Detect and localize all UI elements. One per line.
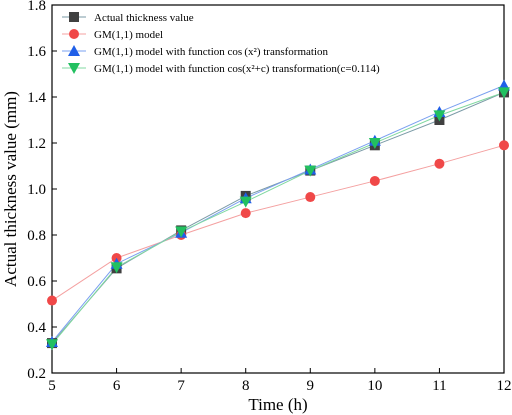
- x-tick-label: 10: [367, 378, 382, 394]
- legend-marker: [68, 45, 80, 56]
- legend-label: GM(1,1) model with function cos (x²) tra…: [94, 46, 329, 58]
- data-point: [305, 192, 316, 203]
- data-point: [175, 226, 188, 238]
- series-line-4: [51, 91, 505, 345]
- y-tick-label: 0.4: [27, 320, 46, 336]
- data-point: [498, 87, 510, 99]
- axis-ticks: 5 6 7 8 9 10 11 12 0.2 0.4 0.6 0.8 1.0 1.2 1.4 1.6 1.8: [27, 0, 511, 394]
- legend-marker: [69, 29, 79, 39]
- legend-label: Actual thickness value: [94, 12, 194, 24]
- series-line-3: [51, 85, 505, 343]
- data-point: [240, 208, 251, 219]
- y-tick-label: 1.8: [27, 0, 46, 14]
- legend-label: GM(1,1) model: [94, 29, 163, 41]
- x-tick-label: 11: [432, 378, 446, 394]
- y-tick-label: 0.6: [27, 274, 46, 290]
- series-line-2: [51, 144, 505, 301]
- series-lines: [51, 85, 505, 345]
- data-point: [499, 140, 509, 151]
- x-tick-label: 7: [177, 378, 185, 394]
- x-tick-label: 5: [48, 378, 56, 394]
- data-point: [433, 110, 446, 122]
- y-tick-label: 1.6: [27, 44, 46, 60]
- y-tick-label: 0.8: [27, 228, 46, 244]
- x-tick-label: 12: [497, 378, 512, 394]
- x-axis-title: Time (h): [248, 395, 307, 414]
- data-point: [46, 339, 58, 351]
- y-tick-label: 0.2: [27, 366, 46, 382]
- data-point: [369, 175, 380, 186]
- x-tick-label: 9: [307, 378, 315, 394]
- x-tick-label: 6: [113, 378, 121, 394]
- legend: Actual thickness value GM(1,1) model GM(1,…: [62, 12, 380, 75]
- data-point: [368, 138, 381, 149]
- legend-marker: [68, 63, 80, 74]
- data-point: [239, 196, 252, 208]
- series-markers: [46, 79, 510, 351]
- data-point: [110, 262, 123, 274]
- y-axis-title: Actual thickness value (mm): [1, 91, 20, 287]
- data-point: [304, 165, 317, 177]
- series-line-1: [51, 91, 505, 344]
- y-tick-label: 1.4: [27, 90, 46, 106]
- y-tick-label: 1.2: [27, 136, 46, 152]
- legend-marker: [69, 12, 79, 22]
- data-point: [47, 295, 57, 306]
- legend-label: GM(1,1) model with function cos(x²+c) tr…: [94, 63, 380, 75]
- x-tick-label: 8: [242, 378, 250, 394]
- plot-frame: [51, 4, 505, 374]
- data-point: [434, 158, 445, 169]
- y-tick-label: 1.0: [27, 182, 46, 198]
